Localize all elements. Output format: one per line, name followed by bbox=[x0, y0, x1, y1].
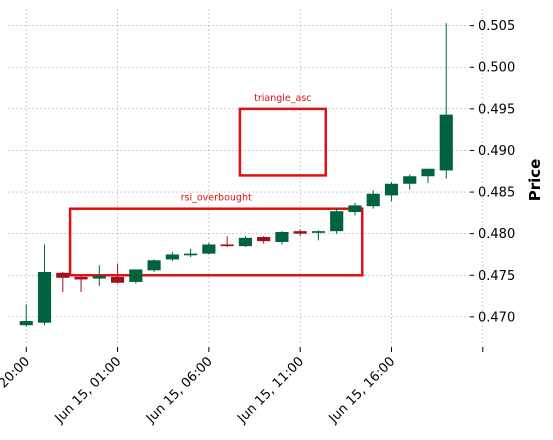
candle-body bbox=[92, 276, 106, 279]
candle-body bbox=[293, 231, 307, 234]
candle bbox=[56, 271, 70, 292]
candle bbox=[330, 207, 344, 234]
x-tick-label: Jun 15, 06:00 bbox=[143, 354, 216, 427]
candle-body bbox=[202, 244, 216, 254]
axis-layer: 0.470 0.475 0.480 0.485 0.490 0.495 0.500 0.505… bbox=[0, 19, 515, 427]
x-tick-label: Jun 14, 20:00 bbox=[0, 354, 33, 427]
candle-body bbox=[348, 205, 362, 213]
candle-body bbox=[257, 236, 271, 242]
candle bbox=[293, 229, 307, 237]
candle bbox=[19, 304, 33, 327]
candle-body bbox=[384, 183, 399, 196]
annotation-box bbox=[238, 107, 327, 177]
candle bbox=[220, 236, 234, 247]
candle-body bbox=[110, 276, 125, 283]
candle bbox=[110, 263, 125, 284]
y-tick-label: 0.490 bbox=[478, 144, 515, 159]
candle-body bbox=[238, 237, 252, 247]
grid-layer bbox=[8, 9, 484, 346]
candle-body bbox=[56, 272, 70, 278]
candle bbox=[384, 182, 399, 202]
candle bbox=[366, 190, 380, 209]
y-tick-label: 0.495 bbox=[478, 102, 515, 117]
annotation-label: triangle_asc bbox=[254, 93, 311, 104]
candle-body bbox=[421, 168, 435, 177]
candle bbox=[311, 230, 326, 241]
candle-body bbox=[330, 211, 344, 232]
candle-body bbox=[147, 260, 161, 271]
candle bbox=[238, 236, 252, 247]
candle bbox=[421, 168, 435, 183]
candle-body bbox=[220, 244, 234, 247]
candle bbox=[92, 265, 106, 287]
candle-body bbox=[129, 269, 143, 282]
y-tick-label: 0.505 bbox=[478, 19, 515, 34]
candle-body bbox=[311, 231, 326, 233]
annotation-label: rsi_overbought bbox=[181, 193, 252, 204]
x-tick-label: Jun 15, 11:00 bbox=[234, 354, 307, 427]
candle bbox=[184, 248, 198, 257]
candle-body bbox=[403, 176, 417, 184]
candle bbox=[202, 242, 216, 255]
candle-body bbox=[19, 321, 33, 326]
candle bbox=[129, 269, 143, 284]
candle-body bbox=[74, 276, 88, 280]
candle-body bbox=[275, 232, 289, 242]
candle-body bbox=[184, 253, 198, 256]
y-tick-label: 0.475 bbox=[478, 269, 515, 284]
candle bbox=[37, 244, 52, 326]
candle-body bbox=[37, 271, 52, 323]
x-tick-label: Jun 15, 16:00 bbox=[326, 354, 399, 427]
candle bbox=[257, 236, 271, 244]
candle bbox=[147, 259, 161, 272]
candle bbox=[439, 23, 453, 179]
candle-body bbox=[165, 254, 179, 260]
candle bbox=[348, 202, 362, 216]
candle bbox=[165, 251, 179, 262]
candle-body bbox=[366, 193, 380, 207]
candle bbox=[403, 174, 417, 190]
y-tick-label: 0.470 bbox=[478, 310, 515, 325]
y-tick-label: 0.500 bbox=[478, 61, 515, 76]
candle bbox=[275, 231, 289, 245]
x-tick-label: Jun 15, 01:00 bbox=[52, 354, 125, 427]
candle-layer bbox=[19, 23, 453, 327]
candle bbox=[74, 276, 88, 292]
y-tick-label: 0.485 bbox=[478, 186, 515, 201]
y-axis-title: Price bbox=[526, 159, 544, 202]
candle-body bbox=[439, 114, 453, 171]
annotation-box bbox=[68, 207, 364, 277]
annotation-layer: rsi_overbought triangle_asc bbox=[68, 93, 364, 277]
y-tick-label: 0.480 bbox=[478, 227, 515, 242]
